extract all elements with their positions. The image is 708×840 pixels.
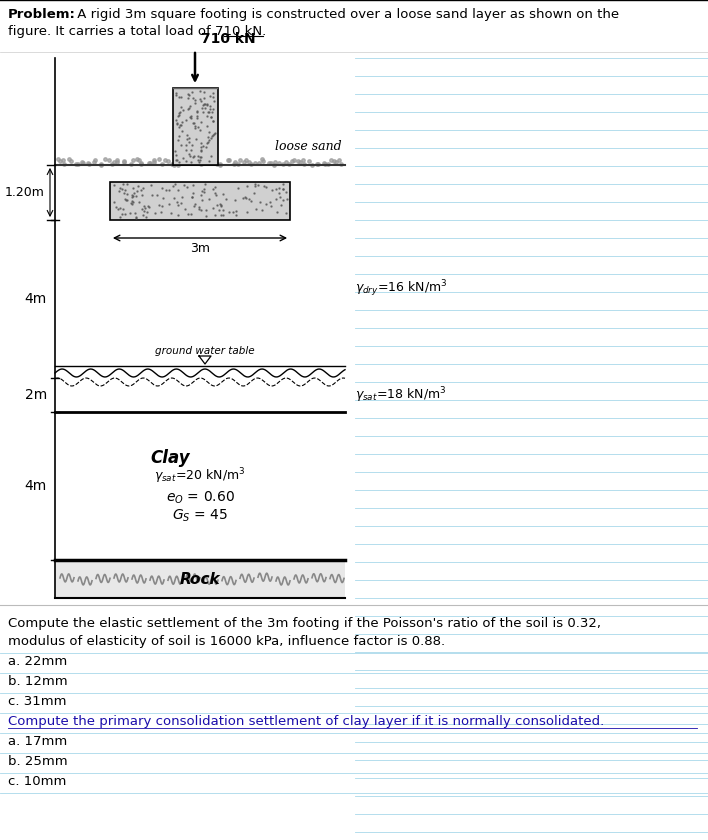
- Text: 1.20m: 1.20m: [5, 186, 45, 199]
- Text: 4m: 4m: [25, 292, 47, 306]
- Text: Problem:: Problem:: [8, 8, 76, 21]
- Text: $\gamma_{sat}$=20 kN/m$^3$: $\gamma_{sat}$=20 kN/m$^3$: [154, 466, 246, 486]
- Text: 4m: 4m: [25, 479, 47, 493]
- Text: 2m: 2m: [25, 388, 47, 402]
- Text: modulus of elasticity of soil is 16000 kPa, influence factor is 0.88.: modulus of elasticity of soil is 16000 k…: [8, 635, 445, 648]
- Text: Compute the primary consolidation settlement of clay layer if it is normally con: Compute the primary consolidation settle…: [8, 715, 604, 728]
- Text: Rock: Rock: [180, 571, 220, 586]
- Text: 3m: 3m: [190, 242, 210, 255]
- Text: a. 22mm: a. 22mm: [8, 655, 67, 668]
- Text: figure. It carries a total load of 710 kN.: figure. It carries a total load of 710 k…: [8, 25, 266, 38]
- Text: b. 25mm: b. 25mm: [8, 755, 68, 768]
- Text: b. 12mm: b. 12mm: [8, 675, 68, 688]
- Text: $\gamma_{sat}$=18 kN/m$^3$: $\gamma_{sat}$=18 kN/m$^3$: [355, 386, 447, 405]
- Text: $G_S$ = 45: $G_S$ = 45: [172, 508, 228, 524]
- Text: A rigid 3m square footing is constructed over a loose sand layer as shown on the: A rigid 3m square footing is constructed…: [73, 8, 619, 21]
- Text: $\gamma_{dry}$=16 kN/m$^3$: $\gamma_{dry}$=16 kN/m$^3$: [355, 279, 447, 299]
- Text: $e_O$ = 0.60: $e_O$ = 0.60: [166, 490, 234, 507]
- Bar: [55, 560, 345, 598]
- Text: ground water table: ground water table: [155, 346, 255, 356]
- Text: Clay: Clay: [150, 449, 190, 467]
- Text: a. 17mm: a. 17mm: [8, 735, 67, 748]
- Text: c. 31mm: c. 31mm: [8, 695, 67, 708]
- Bar: [173, 88, 218, 165]
- Text: Compute the elastic settlement of the 3m footing if the Poisson's ratio of the s: Compute the elastic settlement of the 3m…: [8, 617, 601, 630]
- Text: loose sand: loose sand: [275, 140, 342, 153]
- Text: c. 10mm: c. 10mm: [8, 775, 67, 788]
- Bar: [110, 182, 290, 220]
- Text: 710 kN: 710 kN: [201, 32, 256, 46]
